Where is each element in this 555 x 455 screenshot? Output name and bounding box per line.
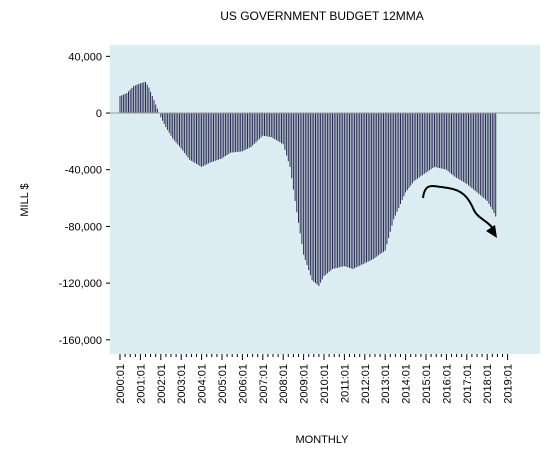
x-tick-label: 2002:01 (156, 364, 168, 404)
y-tick-label: 40,000 (68, 51, 102, 63)
y-tick-label: -40,000 (65, 165, 102, 177)
x-tick-label: 2008:01 (278, 364, 290, 404)
chart-title: US GOVERNMENT BUDGET 12MMA (220, 9, 424, 23)
y-tick-label: -160,000 (59, 335, 102, 347)
x-tick-label: 2006:01 (237, 364, 249, 404)
x-tick-label: 2010:01 (319, 364, 331, 404)
x-tick-label: 2014:01 (401, 364, 413, 404)
x-tick-label: 2007:01 (258, 364, 270, 404)
plot-area (110, 45, 540, 354)
y-tick-label: -120,000 (59, 278, 102, 290)
bar-series (119, 81, 497, 286)
annotation-arrow (422, 185, 495, 231)
x-tick-label: 2015:01 (421, 364, 433, 404)
x-tick-label: 2011:01 (339, 364, 351, 403)
x-tick-label: 2018:01 (482, 364, 494, 404)
x-tick-label: 2004:01 (197, 364, 209, 404)
x-tick-label: 2000:01 (115, 364, 127, 404)
y-axis: 40,000 0 -40,000 -80,000 -120,000 -160,000 (59, 51, 110, 347)
x-tick-label: 2005:01 (217, 364, 229, 404)
x-tick-label: 2016:01 (441, 364, 453, 404)
x-axis-label: MONTHLY (296, 434, 350, 446)
x-tick-label: 2009:01 (299, 364, 311, 404)
x-tick-label: 2012:01 (360, 364, 372, 404)
x-tick-label: 2017:01 (462, 364, 474, 404)
y-tick-label: -80,000 (65, 221, 102, 233)
x-tick-label: 2019:01 (503, 364, 515, 404)
x-tick-label: 2003:01 (176, 364, 188, 404)
annotation-arrowhead (486, 225, 497, 238)
x-axis: 2000:01 2001:01 2002:01 2003:01 2004:01 2005:… (115, 354, 515, 404)
x-tick-label: 2001:01 (135, 364, 147, 404)
y-axis-label: MILL $ (19, 183, 31, 216)
y-tick-label: 0 (96, 108, 102, 120)
x-tick-label: 2013:01 (380, 364, 392, 404)
